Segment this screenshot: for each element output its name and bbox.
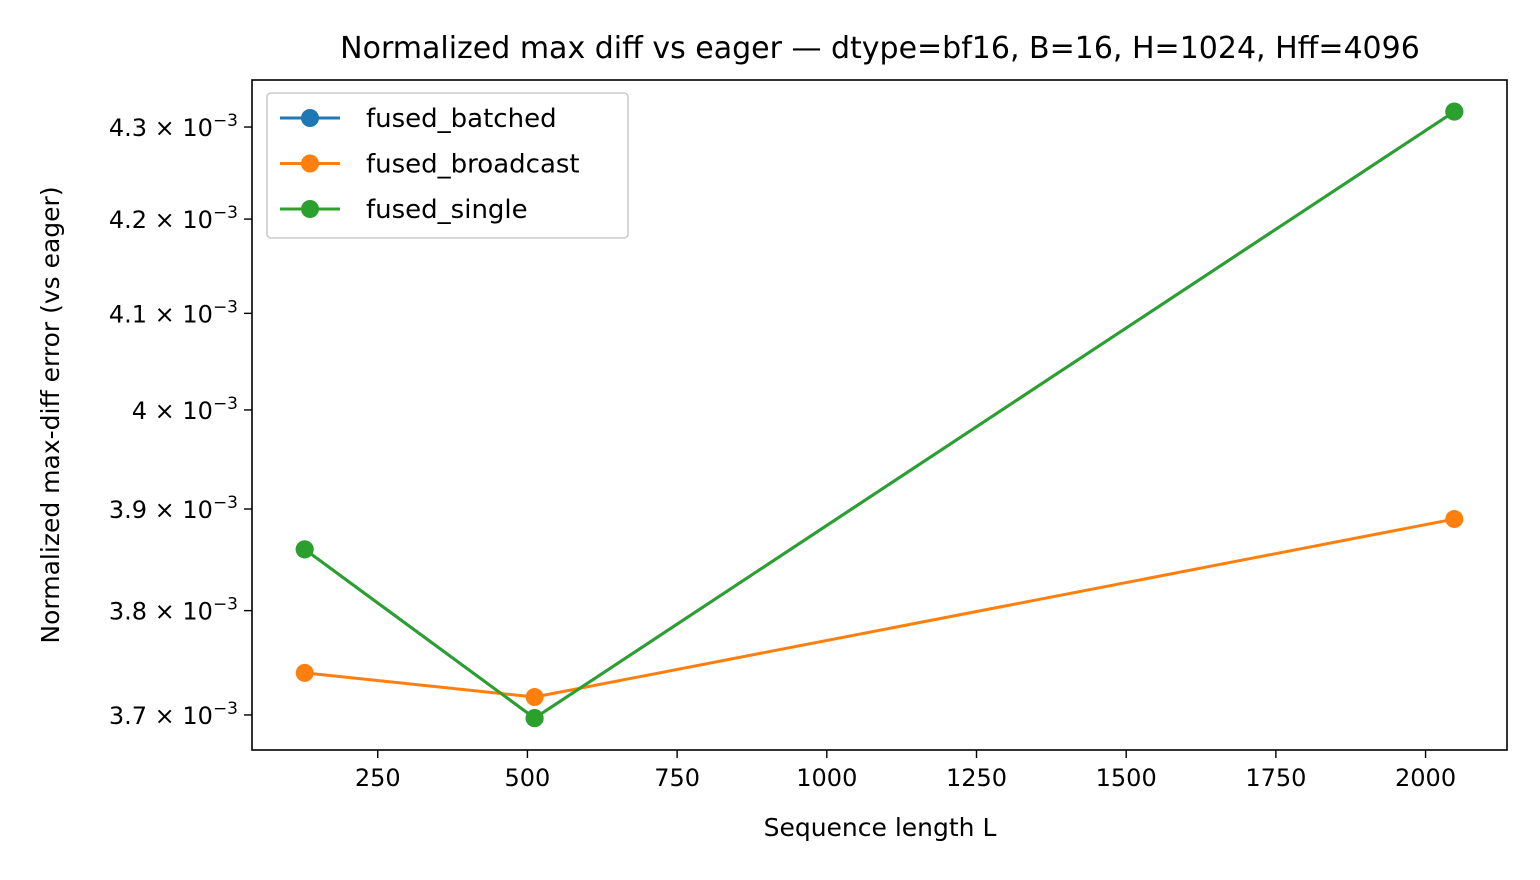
y-tick-base: 10 [182, 206, 213, 234]
data-point [525, 688, 544, 707]
y-tick-exponent: −3 [213, 595, 238, 615]
y-tick-mantissa: 4.1 [109, 300, 147, 328]
y-tick-label: 4.3 × 10−3 [109, 111, 238, 142]
y-tick-mantissa: 4.3 [109, 114, 147, 142]
legend-label: fused_broadcast [366, 150, 580, 180]
data-point [1445, 510, 1464, 529]
x-tick-label: 750 [654, 764, 700, 792]
chart-title: Normalized max diff vs eager — dtype=bf1… [340, 31, 1420, 66]
y-axis-ticks: 3.7 × 10−33.8 × 10−33.9 × 10−34 × 10−34.… [109, 111, 252, 730]
legend: fused_batched fused_broadcast fused_single [266, 92, 629, 239]
y-tick-label: 3.9 × 10−3 [109, 493, 238, 524]
y-tick-exponent: −3 [213, 203, 238, 223]
x-axis-ticks: 250 500 750 1000 1250 1500 1750 2000 [355, 750, 1456, 792]
x-tick-label: 1500 [1096, 764, 1157, 792]
y-tick-times-sign: × [147, 496, 182, 524]
x-tick-label: 2000 [1395, 764, 1456, 792]
legend-marker [301, 109, 319, 127]
y-tick-exponent: −3 [213, 699, 238, 719]
y-tick-base: 10 [182, 702, 213, 730]
y-tick-times-sign: × [147, 598, 182, 626]
y-tick-exponent: −3 [213, 111, 238, 131]
series-fused-single [295, 102, 1464, 728]
y-tick-base: 10 [182, 496, 213, 524]
x-tick-label: 500 [505, 764, 551, 792]
x-tick-label: 1750 [1245, 764, 1306, 792]
y-tick-exponent: −3 [213, 493, 238, 513]
y-tick-times-sign: × [147, 206, 182, 234]
y-axis-label: Normalized max-diff error (vs eager) [36, 186, 65, 643]
data-point [1445, 102, 1464, 121]
y-tick-exponent: −3 [213, 394, 238, 414]
x-axis-label: Sequence length L [764, 813, 997, 842]
y-tick-label: 4 × 10−3 [132, 394, 238, 425]
legend-label: fused_single [366, 195, 528, 225]
y-tick-label: 4.2 × 10−3 [109, 203, 238, 234]
y-tick-mantissa: 4.2 [109, 206, 147, 234]
y-tick-base: 10 [182, 300, 213, 328]
legend-entry: fused_broadcast [280, 150, 580, 180]
y-tick-label: 3.8 × 10−3 [109, 595, 238, 626]
legend-marker [301, 154, 319, 173]
data-point [295, 540, 314, 559]
y-tick-base: 10 [182, 598, 213, 626]
plot-frame [251, 79, 1508, 751]
x-tick-label: 1000 [796, 764, 857, 792]
series-fused-broadcast [295, 510, 1464, 707]
data-point [525, 709, 544, 728]
y-tick-label: 3.7 × 10−3 [109, 699, 238, 730]
y-tick-times-sign: × [147, 702, 182, 730]
y-tick-label: 4.1 × 10−3 [109, 297, 238, 328]
legend-entry: fused_batched [280, 104, 557, 134]
y-tick-mantissa: 3.7 [109, 702, 147, 730]
legend-entry: fused_single [280, 195, 528, 225]
y-tick-mantissa: 4 [132, 397, 147, 425]
plot-series [295, 102, 1464, 728]
x-tick-label: 1250 [946, 764, 1007, 792]
x-tick-label: 250 [355, 764, 401, 792]
y-tick-times-sign: × [147, 397, 182, 425]
y-tick-times-sign: × [147, 300, 182, 328]
legend-label: fused_batched [366, 104, 557, 134]
data-point [295, 663, 314, 682]
y-tick-mantissa: 3.8 [109, 598, 147, 626]
y-tick-base: 10 [182, 397, 213, 425]
legend-marker [301, 200, 319, 218]
y-tick-times-sign: × [147, 114, 182, 142]
legend-box [266, 92, 629, 239]
y-tick-exponent: −3 [213, 297, 238, 317]
y-tick-mantissa: 3.9 [109, 496, 147, 524]
y-tick-base: 10 [182, 114, 213, 142]
